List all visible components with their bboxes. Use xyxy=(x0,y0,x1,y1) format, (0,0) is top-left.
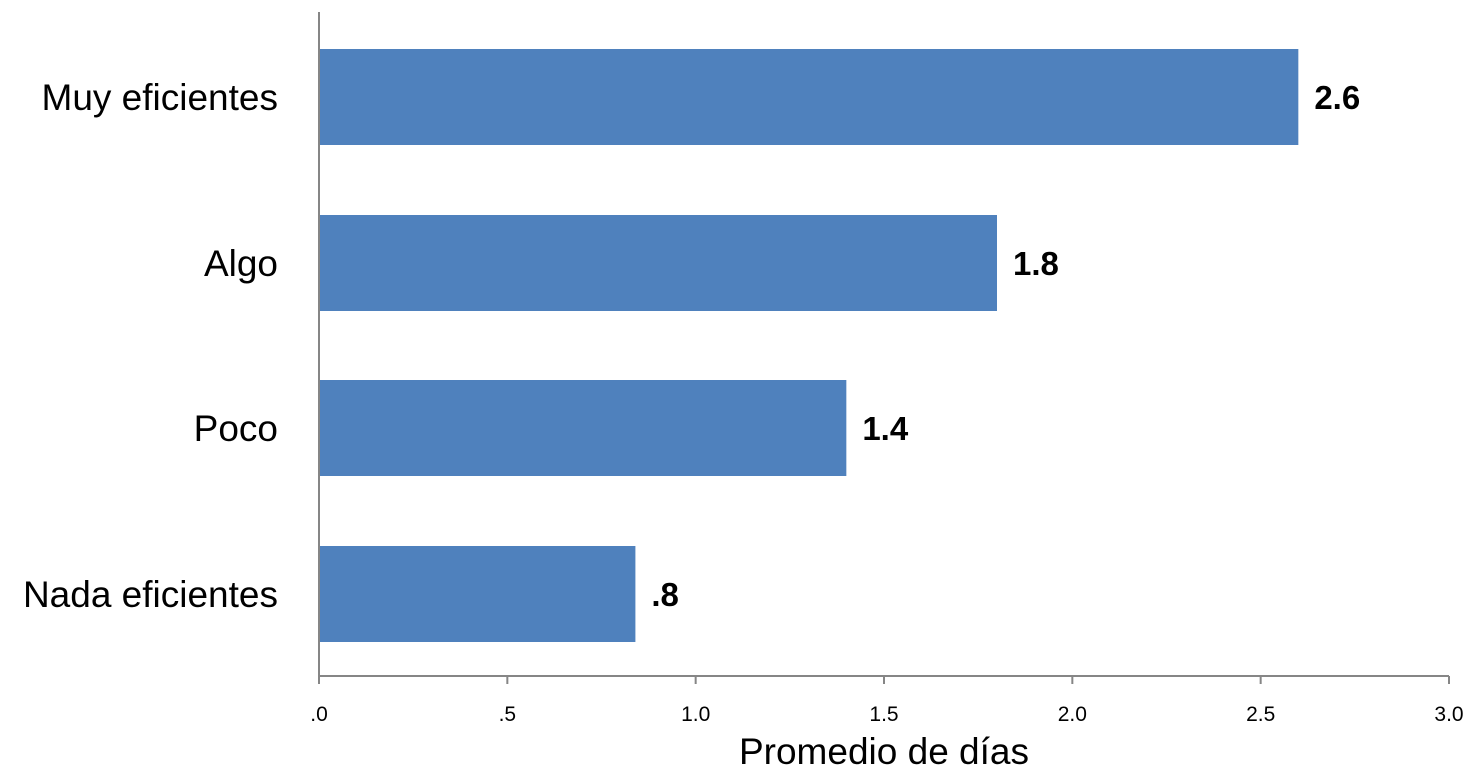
bar xyxy=(319,380,847,476)
data-label: 1.8 xyxy=(1013,245,1059,282)
data-label: 2.6 xyxy=(1314,79,1360,116)
data-label: 1.4 xyxy=(862,410,909,447)
x-tick-label: .5 xyxy=(499,703,517,726)
data-label: .8 xyxy=(651,576,679,613)
category-label: Nada eficientes xyxy=(23,574,278,615)
bar xyxy=(319,215,997,311)
x-tick-label: 1.5 xyxy=(869,703,898,726)
x-tick-label: 1.0 xyxy=(681,703,710,726)
x-tick-label: .0 xyxy=(310,703,328,726)
x-tick-label: 3.0 xyxy=(1434,703,1463,726)
category-label: Algo xyxy=(204,243,278,284)
bar xyxy=(319,49,1299,145)
category-label: Muy eficientes xyxy=(42,77,279,118)
labels-layer: Muy eficientes 2.6 Algo 1.8 Poco 1.4 Nada efic… xyxy=(23,77,1464,726)
x-tick-label: 2.5 xyxy=(1246,703,1275,726)
x-tick-label: 2.0 xyxy=(1058,703,1087,726)
bar xyxy=(319,546,636,642)
x-axis-title: Promedio de días xyxy=(739,731,1029,772)
axes-layer xyxy=(318,12,1450,684)
bars-layer xyxy=(319,49,1299,642)
category-label: Poco xyxy=(194,408,278,449)
